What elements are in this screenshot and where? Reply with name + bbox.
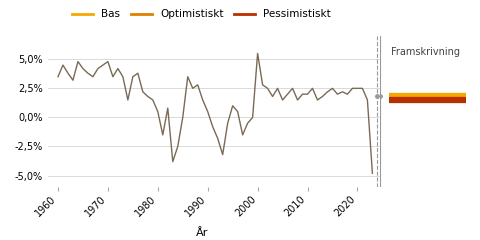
Text: Framskrivning: Framskrivning	[391, 47, 460, 57]
Text: År: År	[195, 228, 208, 238]
Legend: Bas, Optimistiskt, Pessimistiskt: Bas, Optimistiskt, Pessimistiskt	[68, 5, 335, 24]
